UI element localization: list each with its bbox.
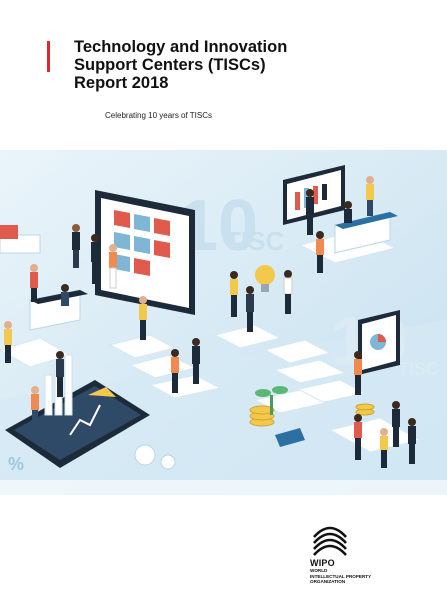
pie-piece xyxy=(88,387,116,397)
tisc-text-right: TISC xyxy=(398,359,439,379)
board-bar xyxy=(313,186,318,204)
screen-bar-blue xyxy=(134,236,150,254)
screen-bar-blue xyxy=(114,254,130,272)
person-figure xyxy=(171,349,179,393)
bar-column xyxy=(44,374,53,416)
cover-illustration: 10 10 TISC TISC tisc % xyxy=(0,150,447,495)
coin-stack-icon xyxy=(249,403,375,427)
lightbulb-icon xyxy=(255,265,275,292)
platform xyxy=(108,334,177,359)
title-line-1: Technology and Innovation xyxy=(74,38,288,56)
person-figure xyxy=(61,284,69,306)
person-figure xyxy=(246,286,254,332)
credit-card-icon xyxy=(275,428,305,447)
platform xyxy=(273,359,347,384)
title-accent-bar xyxy=(47,41,50,72)
title-line-3: Report 2018 xyxy=(74,74,169,92)
publisher-line-2: Intellectual Property xyxy=(310,573,372,579)
person-figure xyxy=(4,321,12,363)
report-subtitle: Celebrating 10 years of TISCs xyxy=(105,111,213,120)
person-figure xyxy=(91,234,99,284)
floor-band xyxy=(0,320,447,495)
title-line-2: Support Centers (TISCs) xyxy=(74,56,266,74)
gear-icon xyxy=(160,454,176,470)
analytics-tablet xyxy=(358,310,400,375)
person-figure xyxy=(408,418,416,464)
person-figure xyxy=(30,264,38,302)
board-bar xyxy=(295,192,300,210)
person-figure xyxy=(354,414,362,460)
people-figures xyxy=(4,176,416,468)
big-monitor xyxy=(95,190,195,315)
platform xyxy=(148,374,222,399)
person-figure xyxy=(380,428,388,468)
gear-icons xyxy=(134,444,176,470)
person-figure xyxy=(139,296,147,340)
person-figure xyxy=(392,401,400,447)
plant-icon xyxy=(255,386,288,415)
person-figure xyxy=(366,176,374,216)
illustration-bottom-fade xyxy=(0,480,447,495)
dashboard-board xyxy=(283,165,345,225)
platform xyxy=(263,339,332,364)
bar-column xyxy=(64,354,73,416)
publisher-line-1: World xyxy=(310,568,328,573)
wipo-logo-icon xyxy=(313,526,347,556)
person-figure xyxy=(230,271,238,317)
tablet-graph-line xyxy=(69,404,101,436)
screen-bar-red xyxy=(154,218,170,236)
publisher-name: WIPO xyxy=(310,558,335,568)
percent-symbol: % xyxy=(8,454,24,474)
screen-bar-blue xyxy=(114,232,130,250)
platform xyxy=(213,324,282,349)
person-figure xyxy=(72,224,80,268)
person-figure xyxy=(306,189,314,235)
person-figure xyxy=(283,270,293,314)
person-figure xyxy=(192,338,200,384)
person-figure xyxy=(344,201,352,223)
person-figure xyxy=(31,386,39,428)
screen-bar-blue xyxy=(134,214,150,232)
board-bar xyxy=(322,184,327,200)
screen-bar-red xyxy=(114,210,130,228)
screen-bar-red xyxy=(154,240,170,258)
report-title: Technology and Innovation Support Center… xyxy=(74,38,394,92)
person-figure xyxy=(109,244,117,289)
person-figure xyxy=(354,351,362,395)
person-figure xyxy=(56,351,64,397)
publisher-full-name: World Intellectual Property Organization xyxy=(310,568,430,585)
publisher-line-3: Organization xyxy=(310,579,346,585)
person-figure xyxy=(316,231,324,273)
tisc-text-top: TISC xyxy=(225,226,284,256)
gear-icon xyxy=(134,444,156,466)
screen-bar-red xyxy=(134,258,150,276)
